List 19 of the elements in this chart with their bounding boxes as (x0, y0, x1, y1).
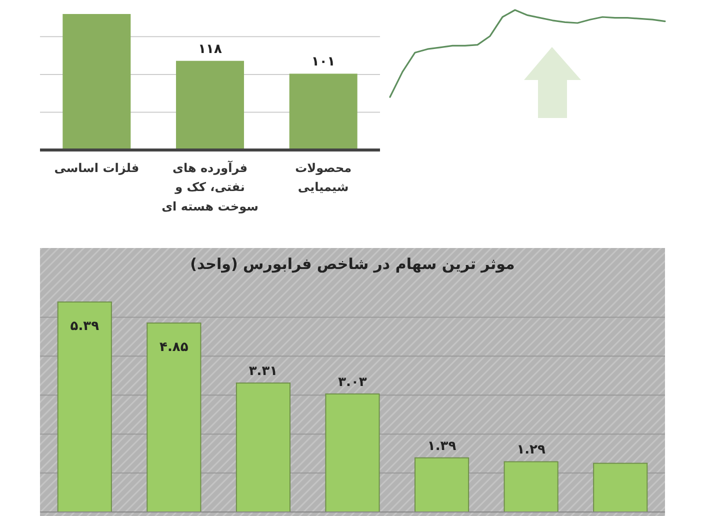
bar (414, 457, 470, 512)
x-tick-label: فلزات اساسی (54, 161, 140, 175)
bar (146, 322, 202, 512)
bar (504, 461, 558, 512)
chart-title: موثر ترین سهام در شاخص فرابورس (واحد) (190, 255, 515, 273)
bar (236, 382, 290, 512)
data-label: ۱.۲۹ (516, 442, 546, 458)
bar (57, 302, 112, 512)
data-label: ۵.۳۹ (70, 319, 100, 334)
data-label: ۳.۰۳ (338, 374, 367, 390)
x-tick-label: محصولات شیمیایی (295, 161, 352, 194)
data-label: ۱۱۸ (198, 42, 222, 57)
data-label: ۳.۳۱ (248, 364, 278, 380)
data-label: ۱۰۱ (311, 54, 336, 70)
data-label: ۱.۳۹ (427, 438, 456, 454)
bar (593, 462, 648, 512)
data-label: ۴.۸۵ (160, 340, 188, 356)
x-tick-label: فرآورده های نفتی، کک و سوخت هسته ای (162, 160, 258, 214)
bar (325, 393, 380, 512)
